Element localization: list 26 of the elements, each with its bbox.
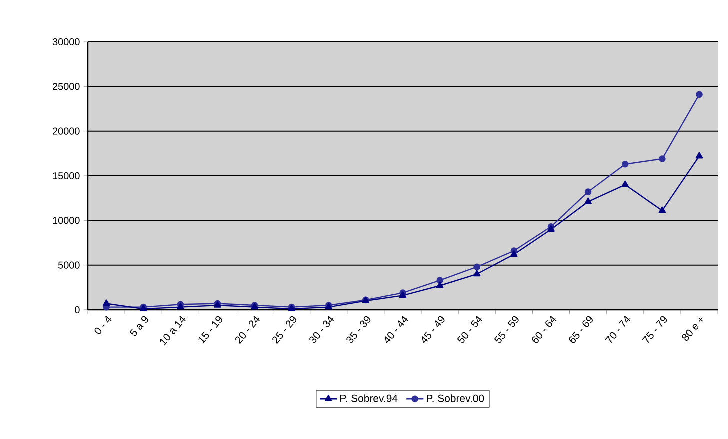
x-tick-label: 75 - 79 (642, 316, 668, 344)
x-tick-label: 80 e + (682, 318, 704, 342)
y-tick-label: 0 (75, 306, 80, 314)
x-tick-label: 70 - 74 (605, 316, 631, 344)
x-tick-label: 55 - 59 (494, 316, 519, 344)
x-tick-label: 15 - 19 (198, 316, 222, 344)
x-tick-label: 65 - 69 (569, 316, 593, 344)
x-tick-label: 25 - 29 (272, 316, 296, 344)
y-tick-label: 30000 (52, 38, 80, 46)
y-tick-label: 5000 (58, 262, 80, 269)
x-tick-label: 10 a 14 (160, 316, 186, 346)
x-tick-label: 60 - 64 (532, 316, 556, 344)
x-tick-label: 0 - 4 (94, 316, 112, 334)
legend-label: P. Sobrev.94 (340, 394, 398, 402)
x-tick-label: 30 - 34 (310, 316, 334, 344)
x-tick-label: 45 - 49 (422, 316, 445, 344)
x-tick-label: 40 - 44 (384, 316, 408, 344)
x-tick-label: 5 a 9 (130, 316, 148, 336)
y-tick-label: 10000 (53, 217, 80, 224)
y-tick-label: 15000 (53, 172, 80, 180)
x-tick-label: 20 - 24 (236, 316, 260, 344)
x-tick-label: 50 - 54 (457, 316, 482, 344)
y-tick-label: 20000 (53, 128, 80, 135)
y-tick-label: 25000 (53, 83, 80, 90)
legend-label: P. Sobrev.00 (427, 394, 484, 402)
x-tick-label: 35 - 39 (346, 316, 371, 344)
